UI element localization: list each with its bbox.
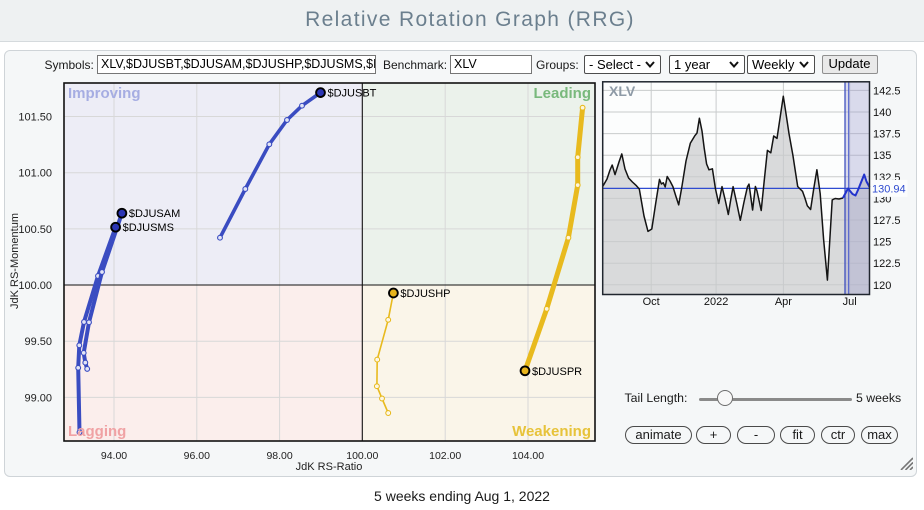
svg-text:JdK RS-Ratio: JdK RS-Ratio	[296, 461, 363, 473]
svg-text:Leading: Leading	[533, 85, 591, 102]
svg-text:Apr: Apr	[775, 296, 792, 308]
svg-text:Improving: Improving	[68, 85, 141, 102]
svg-text:101.50: 101.50	[18, 112, 52, 124]
svg-text:137.5: 137.5	[873, 129, 901, 141]
svg-text:142.5: 142.5	[873, 85, 901, 97]
svg-text:$DJUSHP: $DJUSHP	[400, 288, 450, 300]
svg-text:96.00: 96.00	[184, 450, 210, 462]
svg-text:XLV: XLV	[609, 83, 636, 99]
svg-text:122.5: 122.5	[873, 258, 901, 270]
svg-text:120: 120	[873, 280, 891, 292]
svg-text:Oct: Oct	[643, 296, 660, 308]
svg-text:2022: 2022	[704, 296, 728, 308]
svg-text:$DJUSMS: $DJUSMS	[123, 222, 174, 234]
svg-text:94.00: 94.00	[101, 450, 127, 462]
svg-text:Lagging: Lagging	[68, 423, 126, 440]
svg-text:100.00: 100.00	[18, 280, 52, 292]
svg-text:100.00: 100.00	[346, 450, 378, 462]
svg-text:99.50: 99.50	[24, 336, 52, 348]
svg-text:$DJUSBT: $DJUSBT	[328, 88, 377, 100]
svg-text:104.00: 104.00	[512, 450, 544, 462]
svg-text:98.00: 98.00	[266, 450, 292, 462]
svg-text:$DJUSAM: $DJUSAM	[129, 208, 180, 220]
svg-text:100.50: 100.50	[18, 224, 52, 236]
svg-text:101.00: 101.00	[18, 168, 52, 180]
svg-text:$DJUSPR: $DJUSPR	[532, 366, 582, 378]
svg-text:102.00: 102.00	[429, 450, 461, 462]
svg-text:130.94: 130.94	[872, 183, 906, 195]
svg-text:135: 135	[873, 150, 891, 162]
svg-text:127.5: 127.5	[873, 215, 901, 227]
svg-text:99.00: 99.00	[24, 392, 52, 404]
svg-text:Weakening: Weakening	[512, 423, 591, 440]
svg-text:Jul: Jul	[843, 296, 857, 308]
svg-text:140: 140	[873, 107, 891, 119]
svg-text:125: 125	[873, 237, 891, 249]
svg-text:JdK RS-Momentum: JdK RS-Momentum	[9, 213, 21, 309]
